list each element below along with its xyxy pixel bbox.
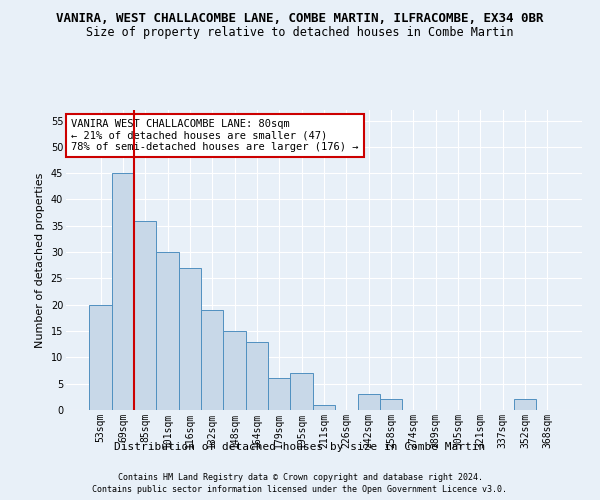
Text: VANIRA WEST CHALLACOMBE LANE: 80sqm
← 21% of detached houses are smaller (47)
78: VANIRA WEST CHALLACOMBE LANE: 80sqm ← 21… [71, 119, 359, 152]
Bar [89, 304, 112, 410]
Bar [134, 220, 157, 410]
Bar [112, 173, 134, 410]
Bar [313, 404, 335, 410]
Bar [179, 268, 201, 410]
Bar [268, 378, 290, 410]
Bar [157, 252, 179, 410]
Text: Contains public sector information licensed under the Open Government Licence v3: Contains public sector information licen… [92, 485, 508, 494]
Bar [290, 373, 313, 410]
Y-axis label: Number of detached properties: Number of detached properties [35, 172, 45, 348]
Bar [358, 394, 380, 410]
Bar [246, 342, 268, 410]
Bar [380, 400, 402, 410]
Bar [514, 400, 536, 410]
Bar [223, 331, 246, 410]
Text: Contains HM Land Registry data © Crown copyright and database right 2024.: Contains HM Land Registry data © Crown c… [118, 472, 482, 482]
Text: VANIRA, WEST CHALLACOMBE LANE, COMBE MARTIN, ILFRACOMBE, EX34 0BR: VANIRA, WEST CHALLACOMBE LANE, COMBE MAR… [56, 12, 544, 26]
Text: Size of property relative to detached houses in Combe Martin: Size of property relative to detached ho… [86, 26, 514, 39]
Text: Distribution of detached houses by size in Combe Martin: Distribution of detached houses by size … [115, 442, 485, 452]
Bar [201, 310, 223, 410]
